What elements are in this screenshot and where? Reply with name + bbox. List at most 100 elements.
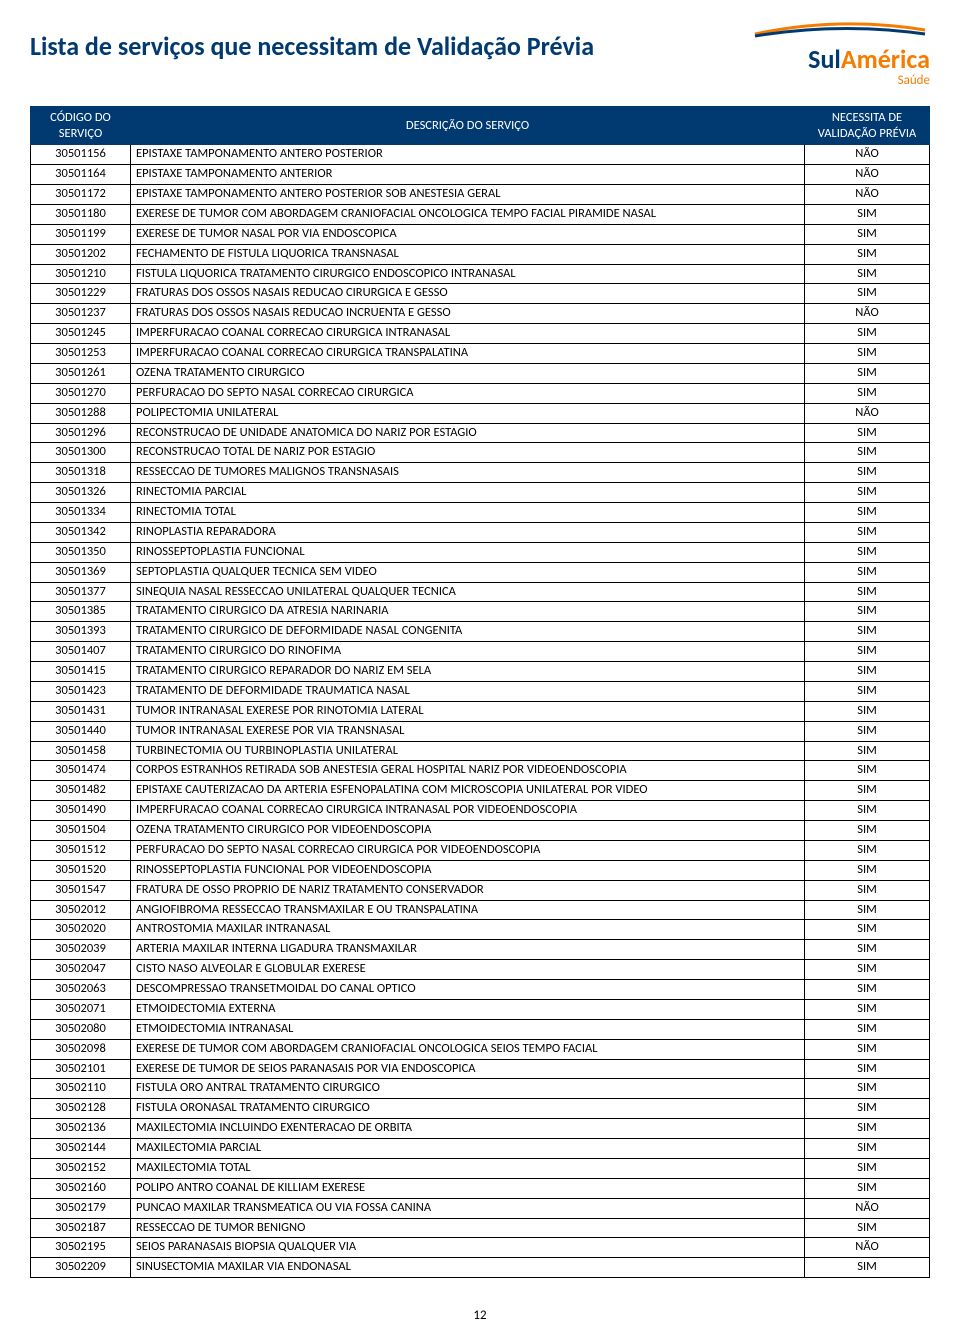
- cell-code: 30501229: [31, 284, 131, 304]
- cell-val: SIM: [805, 383, 930, 403]
- cell-code: 30501296: [31, 423, 131, 443]
- cell-desc: TUMOR INTRANASAL EXERESE POR VIA TRANSNA…: [131, 721, 805, 741]
- cell-desc: SINEQUIA NASAL RESSECCAO UNILATERAL QUAL…: [131, 582, 805, 602]
- cell-desc: CISTO NASO ALVEOLAR E GLOBULAR EXERESE: [131, 960, 805, 980]
- cell-desc: TRATAMENTO CIRURGICO DA ATRESIA NARINARI…: [131, 602, 805, 622]
- cell-val: SIM: [805, 503, 930, 523]
- cell-code: 30502209: [31, 1258, 131, 1278]
- cell-desc: RESSECCAO DE TUMOR BENIGNO: [131, 1218, 805, 1238]
- cell-val: SIM: [805, 1218, 930, 1238]
- cell-desc: RESSECCAO DE TUMORES MALIGNOS TRANSNASAI…: [131, 463, 805, 483]
- table-row: 30502012ANGIOFIBROMA RESSECCAO TRANSMAXI…: [31, 900, 930, 920]
- cell-desc: TRATAMENTO DE DEFORMIDADE TRAUMATICA NAS…: [131, 681, 805, 701]
- cell-code: 30501288: [31, 403, 131, 423]
- cell-val: SIM: [805, 1158, 930, 1178]
- cell-code: 30501385: [31, 602, 131, 622]
- cell-code: 30502110: [31, 1079, 131, 1099]
- table-row: 30501474CORPOS ESTRANHOS RETIRADA SOB AN…: [31, 761, 930, 781]
- cell-val: SIM: [805, 1099, 930, 1119]
- cell-val: SIM: [805, 801, 930, 821]
- cell-val: SIM: [805, 821, 930, 841]
- cell-code: 30501202: [31, 244, 131, 264]
- cell-desc: SEIOS PARANASAIS BIOPSIA QUALQUER VIA: [131, 1238, 805, 1258]
- cell-desc: EPISTAXE TAMPONAMENTO ANTERO POSTERIOR S…: [131, 185, 805, 205]
- cell-desc: ANTROSTOMIA MAXILAR INTRANASAL: [131, 920, 805, 940]
- cell-code: 30501474: [31, 761, 131, 781]
- cell-val: SIM: [805, 761, 930, 781]
- cell-code: 30502187: [31, 1218, 131, 1238]
- page-number: 12: [30, 1308, 930, 1323]
- cell-code: 30502039: [31, 940, 131, 960]
- cell-desc: EXERESE DE TUMOR COM ABORDAGEM CRANIOFAC…: [131, 204, 805, 224]
- table-row: 30502136MAXILECTOMIA INCLUINDO EXENTERAC…: [31, 1119, 930, 1139]
- cell-desc: TURBINECTOMIA OU TURBINOPLASTIA UNILATER…: [131, 741, 805, 761]
- cell-desc: EXERESE DE TUMOR NASAL POR VIA ENDOSCOPI…: [131, 224, 805, 244]
- cell-code: 30501440: [31, 721, 131, 741]
- cell-desc: PUNCAO MAXILAR TRANSMEATICA OU VIA FOSSA…: [131, 1198, 805, 1218]
- table-row: 30501407TRATAMENTO CIRURGICO DO RINOFIMA…: [31, 642, 930, 662]
- cell-code: 30502071: [31, 999, 131, 1019]
- cell-val: NÃO: [805, 185, 930, 205]
- cell-val: SIM: [805, 781, 930, 801]
- table-row: 30501547FRATURA DE OSSO PROPRIO DE NARIZ…: [31, 880, 930, 900]
- cell-val: SIM: [805, 204, 930, 224]
- cell-code: 30501261: [31, 363, 131, 383]
- cell-desc: IMPERFURACAO COANAL CORRECAO CIRURGICA T…: [131, 344, 805, 364]
- table-row: 30501199EXERESE DE TUMOR NASAL POR VIA E…: [31, 224, 930, 244]
- table-row: 30501512PERFURACAO DO SEPTO NASAL CORREC…: [31, 840, 930, 860]
- cell-code: 30502012: [31, 900, 131, 920]
- cell-code: 30502101: [31, 1059, 131, 1079]
- table-row: 30501393TRATAMENTO CIRURGICO DE DEFORMID…: [31, 622, 930, 642]
- cell-code: 30501210: [31, 264, 131, 284]
- cell-desc: RINOSSEPTOPLASTIA FUNCIONAL POR VIDEOEND…: [131, 860, 805, 880]
- table-row: 30502063DESCOMPRESSAO TRANSETMOIDAL DO C…: [31, 980, 930, 1000]
- table-row: 30502128FISTULA ORONASAL TRATAMENTO CIRU…: [31, 1099, 930, 1119]
- table-row: 30501253IMPERFURACAO COANAL CORRECAO CIR…: [31, 344, 930, 364]
- cell-val: SIM: [805, 622, 930, 642]
- cell-desc: TUMOR INTRANASAL EXERESE POR RINOTOMIA L…: [131, 701, 805, 721]
- cell-code: 30501342: [31, 522, 131, 542]
- cell-code: 30502195: [31, 1238, 131, 1258]
- table-row: 30501334RINECTOMIA TOTALSIM: [31, 503, 930, 523]
- table-row: 30501318RESSECCAO DE TUMORES MALIGNOS TR…: [31, 463, 930, 483]
- table-row: 30501369SEPTOPLASTIA QUALQUER TECNICA SE…: [31, 562, 930, 582]
- cell-code: 30501350: [31, 542, 131, 562]
- cell-code: 30501504: [31, 821, 131, 841]
- cell-desc: FRATURAS DOS OSSOS NASAIS REDUCAO CIRURG…: [131, 284, 805, 304]
- cell-code: 30501369: [31, 562, 131, 582]
- cell-code: 30501253: [31, 344, 131, 364]
- cell-desc: ANGIOFIBROMA RESSECCAO TRANSMAXILAR E OU…: [131, 900, 805, 920]
- cell-desc: EPISTAXE CAUTERIZACAO DA ARTERIA ESFENOP…: [131, 781, 805, 801]
- cell-code: 30501270: [31, 383, 131, 403]
- cell-val: SIM: [805, 1258, 930, 1278]
- col-header-desc: DESCRIÇÃO DO SERVIÇO: [131, 107, 805, 145]
- cell-val: SIM: [805, 721, 930, 741]
- cell-code: 30502136: [31, 1119, 131, 1139]
- cell-code: 30501490: [31, 801, 131, 821]
- cell-desc: PERFURACAO DO SEPTO NASAL CORRECAO CIRUR…: [131, 383, 805, 403]
- cell-val: SIM: [805, 741, 930, 761]
- cell-code: 30502080: [31, 1019, 131, 1039]
- cell-code: 30501512: [31, 840, 131, 860]
- cell-desc: OZENA TRATAMENTO CIRURGICO: [131, 363, 805, 383]
- cell-desc: CORPOS ESTRANHOS RETIRADA SOB ANESTESIA …: [131, 761, 805, 781]
- table-row: 30502110FISTULA ORO ANTRAL TRATAMENTO CI…: [31, 1079, 930, 1099]
- cell-val: SIM: [805, 999, 930, 1019]
- table-row: 30502071ETMOIDECTOMIA EXTERNASIM: [31, 999, 930, 1019]
- cell-val: SIM: [805, 522, 930, 542]
- cell-desc: TRATAMENTO CIRURGICO DO RINOFIMA: [131, 642, 805, 662]
- cell-desc: IMPERFURACAO COANAL CORRECAO CIRURGICA I…: [131, 801, 805, 821]
- table-row: 30501458TURBINECTOMIA OU TURBINOPLASTIA …: [31, 741, 930, 761]
- cell-code: 30501245: [31, 324, 131, 344]
- cell-code: 30502160: [31, 1178, 131, 1198]
- cell-val: SIM: [805, 244, 930, 264]
- cell-val: SIM: [805, 344, 930, 364]
- cell-code: 30501547: [31, 880, 131, 900]
- cell-code: 30501393: [31, 622, 131, 642]
- cell-code: 30502047: [31, 960, 131, 980]
- cell-desc: RINECTOMIA TOTAL: [131, 503, 805, 523]
- table-row: 30501415TRATAMENTO CIRURGICO REPARADOR D…: [31, 662, 930, 682]
- cell-desc: FRATURA DE OSSO PROPRIO DE NARIZ TRATAME…: [131, 880, 805, 900]
- cell-desc: EPISTAXE TAMPONAMENTO ANTERIOR: [131, 165, 805, 185]
- cell-desc: FISTULA ORONASAL TRATAMENTO CIRURGICO: [131, 1099, 805, 1119]
